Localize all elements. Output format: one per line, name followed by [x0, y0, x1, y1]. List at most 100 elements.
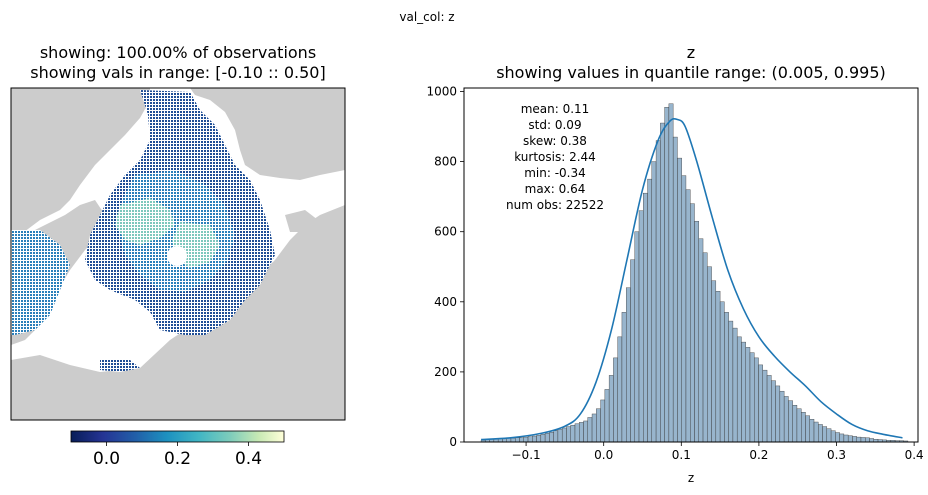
histogram-bar — [566, 426, 571, 443]
histogram-bar — [869, 438, 874, 443]
histogram-bar — [651, 161, 657, 443]
histogram-bar — [865, 437, 870, 443]
histogram-bar — [792, 404, 798, 443]
histogram-bar — [638, 210, 644, 443]
histogram-bar — [745, 347, 751, 443]
kde-curve — [481, 117, 903, 441]
histogram-bar — [536, 435, 542, 443]
histogram-bar — [690, 203, 695, 443]
y-axis-ticks: 0 200 400 600 800 1000 — [426, 85, 464, 449]
x-tick-label: 0.4 — [905, 448, 924, 462]
histogram-bar — [779, 390, 785, 443]
histogram-bar — [604, 389, 610, 443]
histogram-bar — [519, 437, 524, 443]
histogram-bar — [843, 434, 849, 443]
histogram-bar — [775, 385, 781, 443]
histogram-bar — [762, 369, 768, 443]
y-tick-label: 200 — [434, 365, 457, 379]
histogram-bar — [630, 259, 635, 443]
histogram-bar — [796, 408, 802, 443]
histogram-bar — [660, 122, 665, 443]
histogram-bar — [758, 364, 763, 443]
histogram-bar — [766, 375, 772, 443]
histogram-bar — [643, 192, 648, 443]
histogram-bar — [634, 231, 640, 443]
histogram-bar — [826, 428, 832, 443]
histogram-bar — [608, 375, 614, 443]
histogram-bar — [809, 419, 815, 443]
histogram-bar — [613, 357, 618, 443]
x-tick-label: 0.1 — [672, 448, 691, 462]
histogram-bar — [583, 420, 588, 443]
stat-line: max: 0.64 — [525, 182, 586, 196]
x-tick-label: 0.0 — [594, 448, 613, 462]
histogram-bar — [672, 136, 678, 443]
histogram-bar — [852, 436, 857, 443]
histogram-bar — [677, 157, 682, 443]
x-tick-label: −0.1 — [512, 448, 541, 462]
land-iceland — [285, 210, 318, 232]
histogram-bar — [707, 266, 712, 443]
land-eurasia — [11, 205, 345, 420]
histogram-bar — [557, 429, 563, 443]
histogram-bars — [480, 103, 909, 443]
histogram-bar — [523, 436, 529, 443]
map-plot — [11, 88, 345, 420]
colorbar-tick-label: 0.0 — [93, 449, 120, 469]
histogram-bar — [621, 312, 627, 443]
histogram-bar — [771, 380, 776, 443]
histogram-bar — [835, 432, 840, 443]
pole-hole — [167, 246, 187, 266]
y-tick-label: 800 — [434, 155, 457, 169]
histogram-bar — [596, 408, 601, 443]
histogram-bar — [587, 417, 593, 443]
histogram-bar — [510, 437, 516, 443]
histogram-bar — [788, 400, 793, 443]
map-title-line2: showing vals in range: [-0.10 :: 0.50] — [30, 63, 325, 82]
histogram-bar — [698, 238, 704, 443]
histogram-bar — [754, 357, 759, 443]
histogram-bar — [728, 320, 734, 443]
histogram-bar — [860, 437, 866, 443]
histogram-bar — [736, 336, 742, 443]
map-title-line1: showing: 100.00% of observations — [40, 43, 316, 62]
histogram-bar — [625, 287, 631, 443]
y-tick-label: 0 — [449, 435, 457, 449]
histogram-bar — [600, 399, 606, 443]
obs-region-high — [115, 198, 175, 245]
y-tick-label: 600 — [434, 225, 457, 239]
map-frame — [10, 87, 346, 421]
histogram-bar — [664, 107, 670, 443]
histogram-bar — [532, 435, 537, 443]
histogram-bar — [574, 423, 580, 443]
stats-annotation: mean: 0.11 std: 0.09 skew: 0.38 kurtosis: 2… — [506, 102, 604, 212]
colorbar-tick-label: 0.4 — [235, 449, 262, 469]
histogram-bar — [732, 327, 738, 443]
histogram-bar — [694, 220, 699, 443]
histogram-bar — [668, 103, 674, 443]
histogram-bar — [647, 178, 653, 443]
y-tick-label: 1000 — [426, 85, 457, 99]
x-tick-label: 0.2 — [749, 448, 768, 462]
histogram-bar — [702, 252, 708, 443]
histogram-bar — [749, 352, 755, 443]
histogram-bar — [549, 431, 554, 443]
histogram-bar — [805, 415, 810, 443]
histogram-bar — [681, 175, 687, 443]
histogram-bar — [719, 301, 725, 443]
histogram-bar — [715, 291, 721, 443]
histogram-bar — [553, 430, 559, 443]
hist-title-line1: z — [687, 43, 695, 62]
land-greenland — [190, 88, 345, 180]
histogram-bar — [801, 412, 806, 443]
y-tick-label: 400 — [434, 295, 457, 309]
histogram-bar — [527, 436, 533, 443]
x-tick-label: 0.3 — [827, 448, 846, 462]
hist-frame — [463, 87, 919, 443]
histogram-bar — [830, 430, 836, 443]
x-axis-ticks: −0.1 0.0 0.1 0.2 0.3 0.4 — [512, 442, 924, 462]
colorbar — [70, 430, 285, 443]
obs-region-south — [100, 360, 140, 372]
stat-line: kurtosis: 2.44 — [514, 150, 596, 164]
